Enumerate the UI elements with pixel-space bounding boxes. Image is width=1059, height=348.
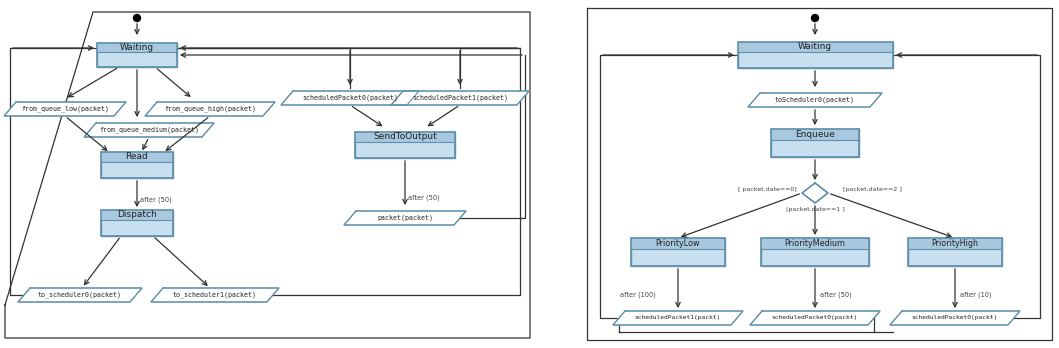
FancyBboxPatch shape (101, 152, 173, 178)
FancyBboxPatch shape (761, 238, 869, 266)
FancyBboxPatch shape (101, 210, 173, 220)
Text: scheduledPacket0(packt): scheduledPacket0(packt) (772, 316, 858, 321)
Polygon shape (151, 288, 279, 302)
Text: Read: Read (126, 152, 148, 161)
Text: Waiting: Waiting (120, 43, 154, 52)
Polygon shape (890, 311, 1020, 325)
FancyBboxPatch shape (908, 238, 1002, 266)
FancyBboxPatch shape (355, 132, 455, 142)
Text: from_queue_high(packet): from_queue_high(packet) (164, 106, 256, 112)
FancyBboxPatch shape (771, 129, 859, 157)
Circle shape (811, 15, 819, 22)
Text: after (10): after (10) (961, 292, 991, 298)
Polygon shape (344, 211, 466, 225)
FancyBboxPatch shape (97, 43, 177, 52)
Text: PriorityMedium: PriorityMedium (785, 239, 845, 248)
FancyBboxPatch shape (908, 238, 1002, 248)
Text: packet(packet): packet(packet) (377, 215, 433, 221)
FancyBboxPatch shape (771, 129, 859, 140)
Polygon shape (281, 91, 419, 105)
FancyBboxPatch shape (631, 238, 725, 266)
FancyBboxPatch shape (355, 132, 455, 158)
FancyBboxPatch shape (97, 43, 177, 67)
Text: scheduledPacket1(packet): scheduledPacket1(packet) (412, 95, 508, 101)
Text: scheduledPacket1(packt): scheduledPacket1(packt) (635, 316, 721, 321)
Text: from_queue_medium(packet): from_queue_medium(packet) (98, 127, 199, 133)
Polygon shape (748, 93, 882, 107)
Circle shape (133, 15, 141, 22)
FancyBboxPatch shape (101, 152, 173, 162)
Text: scheduledPacket0(packt): scheduledPacket0(packt) (912, 316, 999, 321)
Text: from_queue_low(packet): from_queue_low(packet) (21, 106, 109, 112)
Text: to_scheduler1(packet): to_scheduler1(packet) (173, 292, 257, 298)
Polygon shape (802, 183, 828, 203)
Polygon shape (18, 288, 142, 302)
Text: Enqueue: Enqueue (795, 130, 834, 139)
Polygon shape (84, 123, 214, 137)
FancyBboxPatch shape (101, 210, 173, 236)
Text: PriorityLow: PriorityLow (656, 239, 700, 248)
Text: after (50): after (50) (408, 195, 439, 201)
Text: toScheduler0(packet): toScheduler0(packet) (775, 97, 855, 103)
Polygon shape (613, 311, 743, 325)
Text: to_scheduler0(packet): to_scheduler0(packet) (38, 292, 122, 298)
FancyBboxPatch shape (737, 42, 893, 68)
Polygon shape (145, 102, 275, 116)
Polygon shape (4, 102, 126, 116)
Text: PriorityHigh: PriorityHigh (932, 239, 979, 248)
Text: after (100): after (100) (620, 292, 656, 298)
Text: scheduledPacket0(packet): scheduledPacket0(packet) (302, 95, 398, 101)
Polygon shape (750, 311, 880, 325)
Polygon shape (391, 91, 530, 105)
Text: Dispatch: Dispatch (118, 211, 157, 220)
FancyBboxPatch shape (737, 42, 893, 52)
Text: after (50): after (50) (140, 197, 172, 203)
Text: SendToOutput: SendToOutput (373, 133, 437, 141)
Text: Waiting: Waiting (797, 42, 832, 52)
FancyBboxPatch shape (631, 238, 725, 248)
Text: [packet.date==2 ]: [packet.date==2 ] (843, 188, 902, 192)
FancyBboxPatch shape (761, 238, 869, 248)
Text: after (50): after (50) (820, 292, 851, 298)
Text: [ packet.date==0]: [ packet.date==0] (738, 188, 796, 192)
Text: (packet.date==1 ]: (packet.date==1 ] (786, 207, 844, 212)
